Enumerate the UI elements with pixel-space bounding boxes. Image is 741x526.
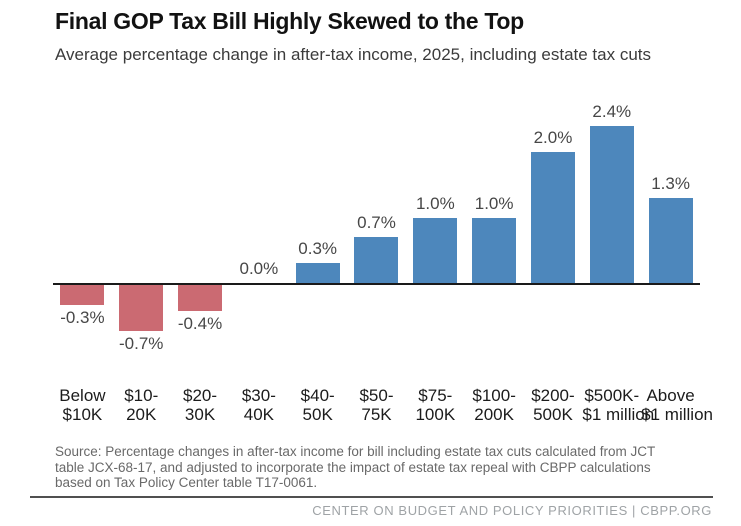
chart-subtitle: Average percentage change in after-tax i… bbox=[55, 45, 652, 64]
bar-negative bbox=[119, 285, 164, 331]
x-axis-category-label: $10- 20K bbox=[124, 386, 159, 424]
bar-column: 0.0% $30- 40K bbox=[229, 88, 288, 428]
bar-value-label: 0.7% bbox=[357, 213, 396, 233]
footer-divider bbox=[30, 496, 713, 498]
x-axis-category-label: $40- 50K bbox=[300, 386, 335, 424]
x-axis-category-label: $50- 75K bbox=[359, 386, 394, 424]
bar-value-label: 0.0% bbox=[239, 259, 279, 278]
bar-positive bbox=[472, 217, 517, 283]
x-axis-category-label: $20- 30K bbox=[183, 386, 218, 424]
source-line: table JCX-68-17, and adjusted to incorpo… bbox=[55, 459, 651, 475]
bar-column: 2.4% $500K- $1 million bbox=[582, 88, 655, 428]
chart-title: Final GOP Tax Bill Highly Skewed to the … bbox=[55, 8, 524, 34]
bar-column: -0.7% $10- 20K bbox=[112, 88, 171, 428]
x-axis-category-label: Below $10K bbox=[59, 386, 106, 424]
bar-column: 1.0% $75- 100K bbox=[406, 88, 465, 428]
bar-value-label: -0.4% bbox=[177, 314, 223, 334]
x-axis-category-label: $30- 40K bbox=[241, 386, 276, 424]
x-axis-category-label: $75- 100K bbox=[415, 386, 456, 424]
bar-positive bbox=[530, 152, 575, 283]
bar-negative bbox=[60, 285, 105, 305]
bar-value-label: 0.3% bbox=[298, 239, 338, 259]
bar-positive bbox=[295, 263, 340, 283]
plot-area: -0.3% Below $10K -0.7% $10- 20K -0.4% $20- 30K 0.… bbox=[53, 88, 713, 428]
bar-positive bbox=[413, 217, 458, 283]
bar-negative bbox=[178, 285, 223, 312]
bar-column: -0.4% $20- 30K bbox=[171, 88, 230, 428]
bar-column: 1.3% Above $1 million bbox=[641, 88, 713, 428]
bar-value-label: -0.3% bbox=[60, 307, 105, 327]
x-axis-category-label: $500K- $1 million bbox=[582, 386, 655, 424]
source-line: Source: Percentage changes in after-tax … bbox=[55, 444, 656, 459]
bar-column: 1.0% $100- 200K bbox=[465, 88, 524, 428]
bar-positive bbox=[354, 237, 399, 283]
bar-positive bbox=[648, 197, 693, 283]
brand-credit: CENTER ON BUDGET AND POLICY PRIORITIES |… bbox=[312, 503, 712, 518]
bar-value-label: 1.0% bbox=[474, 193, 514, 213]
bar-value-label: 2.4% bbox=[592, 101, 632, 121]
bar-column: 2.0% $200- 500K bbox=[524, 88, 583, 428]
bar-value-label: 1.3% bbox=[651, 173, 690, 193]
x-axis-category-label: $100- 200K bbox=[472, 386, 516, 424]
bar-column: 0.7% $50- 75K bbox=[347, 88, 406, 428]
x-axis-category-label: $200- 500K bbox=[531, 386, 575, 424]
bar-value-label: 1.0% bbox=[415, 193, 455, 213]
source-note: Source: Percentage changes in after-tax … bbox=[55, 444, 655, 491]
zero-axis-line bbox=[53, 283, 700, 285]
bar-positive bbox=[589, 125, 634, 283]
x-axis-category-label: Above $1 million bbox=[641, 386, 713, 424]
bar-column: 0.3% $40- 50K bbox=[288, 88, 347, 428]
bar-value-label: -0.7% bbox=[119, 333, 164, 353]
bar-value-label: 2.0% bbox=[533, 128, 573, 147]
bar-column: -0.3% Below $10K bbox=[53, 88, 112, 428]
source-line: based on Tax Policy Center table T17-006… bbox=[55, 475, 318, 490]
